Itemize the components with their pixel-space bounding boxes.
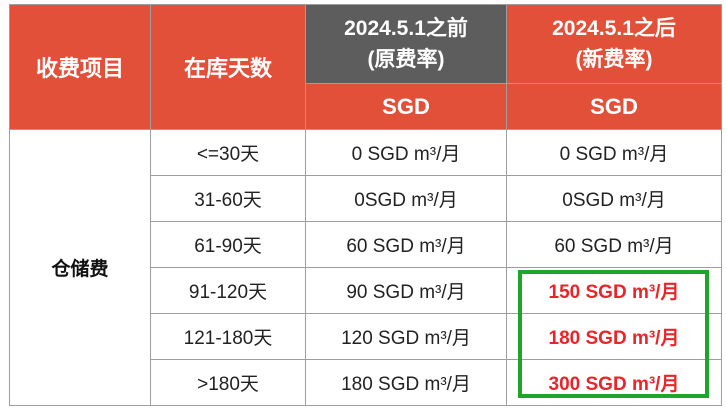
category-label: 仓储费 [51, 259, 109, 280]
new-rate-cell-highlight: 150 SGD m³/月 [506, 267, 722, 314]
storage-fee-table: 收费项目 在库天数 2024.5.1之前 (原费率) 2024.5.1之后 (新… [9, 4, 722, 406]
old-rate-cell: 180 SGD m³/月 [305, 359, 507, 406]
table-row: 61-90天 60 SGD m³/月 60 SGD m³/月 [10, 221, 722, 268]
header-new-rate-date: 2024.5.1之后 [552, 17, 676, 40]
days-cell: 61-90天 [150, 221, 306, 268]
days-cell: <=30天 [150, 129, 306, 176]
header-new-rate-note: (新费率) [575, 48, 653, 71]
old-rate-cell: 60 SGD m³/月 [305, 221, 507, 268]
header-new-rate: 2024.5.1之后 (新费率) [506, 4, 722, 84]
table-row: >180天 180 SGD m³/月 300 SGD m³/月 [10, 359, 722, 406]
header-old-rate-date: 2024.5.1之前 [344, 17, 468, 40]
new-rate-cell: 0SGD m³/月 [506, 175, 722, 222]
header-item: 收费项目 [9, 4, 151, 130]
category-cell: 仓储费 [9, 129, 151, 406]
header-item-label: 收费项目 [35, 56, 124, 81]
days-cell: 91-120天 [150, 267, 306, 314]
header-days: 在库天数 [150, 4, 306, 130]
header-days-label: 在库天数 [183, 56, 272, 81]
table-row: 121-180天 120 SGD m³/月 180 SGD m³/月 [10, 313, 722, 360]
days-cell: 121-180天 [150, 313, 306, 360]
header-old-rate-note: (原费率) [367, 48, 445, 71]
header-old-currency-label: SGD [382, 93, 430, 119]
header-new-currency: SGD [506, 83, 722, 130]
old-rate-cell: 120 SGD m³/月 [305, 313, 507, 360]
old-rate-cell: 0SGD m³/月 [305, 175, 507, 222]
new-rate-cell: 60 SGD m³/月 [506, 221, 722, 268]
table-row: 91-120天 90 SGD m³/月 150 SGD m³/月 [10, 267, 722, 314]
days-cell: 31-60天 [150, 175, 306, 222]
new-rate-cell-highlight: 180 SGD m³/月 [506, 313, 722, 360]
new-rate-cell-highlight: 300 SGD m³/月 [506, 359, 722, 406]
header-old-currency: SGD [305, 83, 507, 130]
table-row: 31-60天 0SGD m³/月 0SGD m³/月 [10, 175, 722, 222]
days-cell: >180天 [150, 359, 306, 406]
new-rate-cell: 0 SGD m³/月 [506, 129, 722, 176]
header-old-rate: 2024.5.1之前 (原费率) [305, 4, 507, 84]
old-rate-cell: 0 SGD m³/月 [305, 129, 507, 176]
old-rate-cell: 90 SGD m³/月 [305, 267, 507, 314]
table-row: 仓储费 <=30天 0 SGD m³/月 0 SGD m³/月 [9, 129, 722, 406]
header-new-currency-label: SGD [590, 93, 638, 119]
